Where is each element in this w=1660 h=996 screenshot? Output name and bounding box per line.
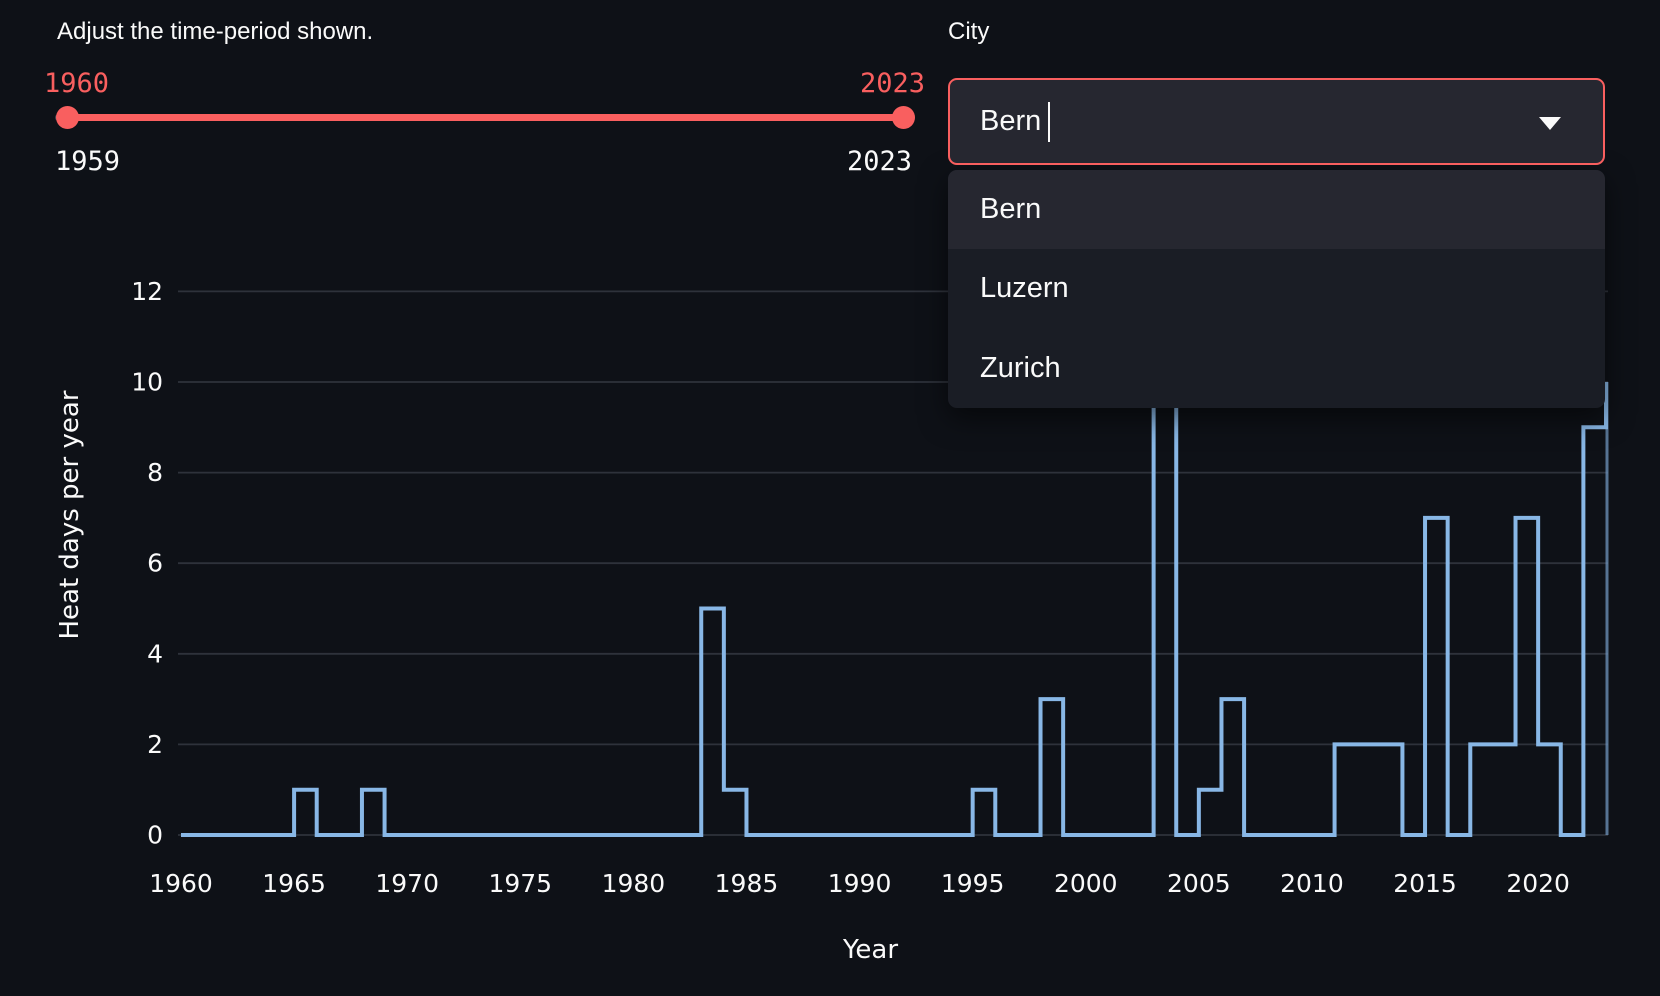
slider-max-label: 2023 bbox=[846, 146, 912, 177]
y-axis-label: Heat days per year bbox=[55, 390, 85, 639]
y-tick-label-6: 6 bbox=[147, 549, 163, 578]
city-selectbox[interactable]: Bern bbox=[948, 78, 1605, 165]
x-tick-label-1985: 1985 bbox=[715, 869, 779, 898]
x-tick-label-2000: 2000 bbox=[1054, 869, 1118, 898]
x-tick-label-2005: 2005 bbox=[1167, 869, 1231, 898]
slider-thumb-low[interactable] bbox=[56, 106, 79, 129]
slider-low-value-label: 1960 bbox=[44, 68, 110, 99]
x-tick-label-1975: 1975 bbox=[488, 869, 552, 898]
x-tick-label-1960: 1960 bbox=[149, 869, 213, 898]
x-axis-label: Year bbox=[842, 935, 898, 965]
dropdown-item-bern[interactable]: Bern bbox=[948, 170, 1605, 250]
x-tick-label-1965: 1965 bbox=[262, 869, 326, 898]
x-tick-label-1995: 1995 bbox=[941, 869, 1005, 898]
x-tick-label-2015: 2015 bbox=[1393, 869, 1457, 898]
y-tick-label-0: 0 bbox=[147, 821, 163, 850]
x-tick-label-1980: 1980 bbox=[602, 869, 666, 898]
y-tick-label-10: 10 bbox=[131, 368, 163, 397]
slider-min-label: 1959 bbox=[55, 146, 121, 177]
slider-track[interactable] bbox=[55, 106, 915, 129]
city-select-label: City bbox=[948, 18, 990, 45]
y-tick-label-4: 4 bbox=[147, 639, 163, 668]
heat-days-step-line bbox=[181, 289, 1608, 837]
slider-high-value-label: 2023 bbox=[859, 68, 925, 99]
y-tick-label-2: 2 bbox=[147, 730, 163, 759]
x-tick-label-1970: 1970 bbox=[375, 869, 439, 898]
x-tick-label-2020: 2020 bbox=[1506, 869, 1570, 898]
city-dropdown-menu: Bern Luzern Zurich bbox=[948, 170, 1605, 408]
slider-thumb-high[interactable] bbox=[892, 106, 915, 129]
slider-range-fill bbox=[67, 114, 905, 121]
slider-title: Adjust the time-period shown. bbox=[57, 18, 374, 45]
y-tick-label-8: 8 bbox=[147, 458, 163, 487]
text-cursor bbox=[1048, 101, 1051, 142]
y-tick-label-12: 12 bbox=[131, 277, 163, 306]
dropdown-item-luzern[interactable]: Luzern bbox=[980, 272, 1069, 305]
dropdown-item-zurich[interactable]: Zurich bbox=[980, 351, 1061, 384]
x-tick-label-1990: 1990 bbox=[828, 869, 892, 898]
chevron-down-icon bbox=[1539, 116, 1561, 130]
city-selectbox-value: Bern bbox=[980, 105, 1042, 137]
x-tick-label-2010: 2010 bbox=[1280, 869, 1344, 898]
